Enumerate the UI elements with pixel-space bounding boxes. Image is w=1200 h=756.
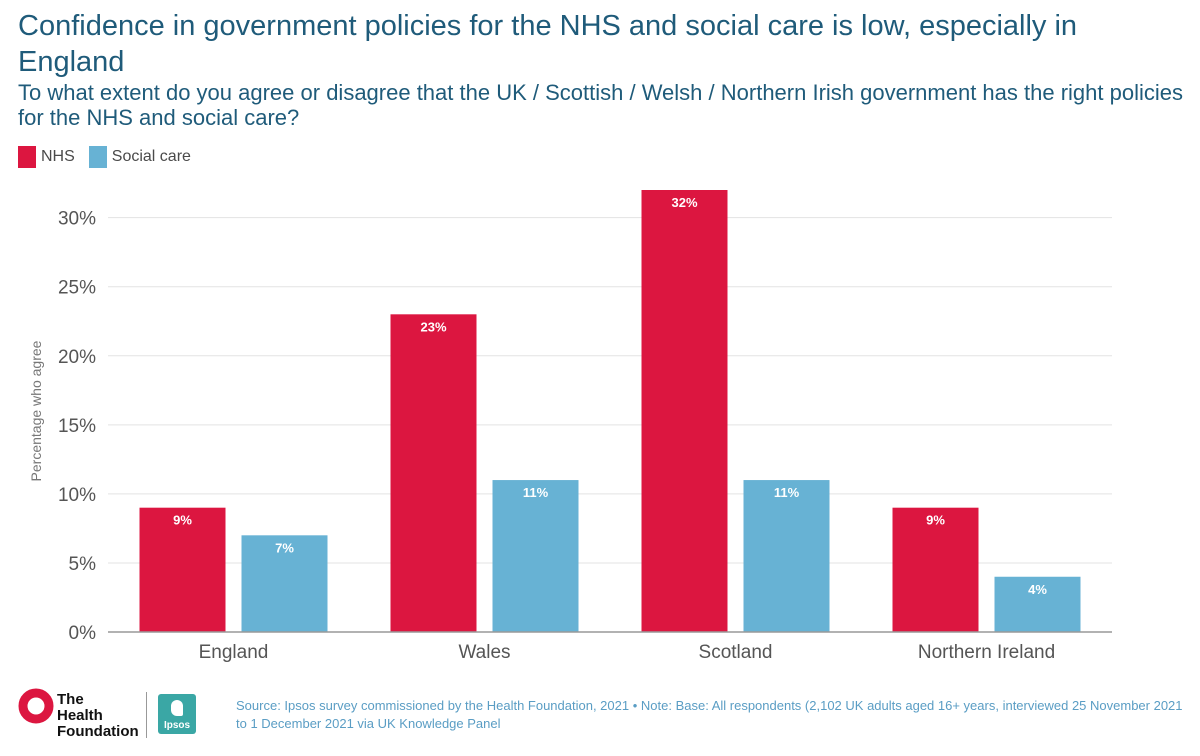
legend: NHS Social care bbox=[18, 146, 205, 168]
y-tick-label: 15% bbox=[58, 416, 96, 437]
x-tick-label: Scotland bbox=[699, 642, 773, 663]
x-tick-label: England bbox=[199, 642, 269, 663]
logo-divider bbox=[146, 692, 147, 738]
legend-label-social-care: Social care bbox=[111, 148, 191, 165]
chart-title: Confidence in government policies for th… bbox=[18, 10, 1078, 78]
data-label: 9% bbox=[926, 513, 945, 528]
bar-nhs bbox=[641, 190, 728, 632]
data-label: 9% bbox=[173, 513, 192, 528]
y-tick-label: 25% bbox=[58, 278, 96, 299]
bar-social-care bbox=[241, 535, 328, 632]
bar-nhs bbox=[390, 314, 477, 632]
bar-chart: 0% 5% 10% 15% 20% 25% 30% Percentage who agree 9… bbox=[28, 190, 1112, 663]
legend-swatch-social-care bbox=[88, 146, 107, 168]
y-tick-label: 20% bbox=[58, 347, 96, 368]
bar-social-care bbox=[743, 480, 830, 632]
ipsos-logo-mark bbox=[171, 700, 183, 716]
data-label: 7% bbox=[275, 540, 294, 555]
data-label: 23% bbox=[420, 319, 446, 334]
y-axis-title: Percentage who agree bbox=[28, 340, 44, 481]
legend-item-nhs: NHS bbox=[18, 146, 75, 168]
legend-swatch-nhs bbox=[18, 146, 36, 168]
logo-line-1: The bbox=[57, 691, 84, 708]
y-tick-label: 30% bbox=[58, 209, 96, 230]
data-label: 11% bbox=[523, 485, 549, 500]
health-foundation-logo-text: The Health Foundation bbox=[57, 692, 139, 740]
source-note: Source: Ipsos survey commissioned by the… bbox=[236, 698, 1183, 731]
data-label: 4% bbox=[1028, 582, 1047, 597]
x-tick-label: Wales bbox=[458, 642, 510, 663]
bar-nhs bbox=[892, 507, 979, 632]
y-tick-label: 10% bbox=[58, 485, 96, 506]
chart-subtitle: To what extent do you agree or disagree … bbox=[18, 80, 1183, 130]
y-tick-label: 5% bbox=[69, 554, 97, 575]
x-tick-label: Northern Ireland bbox=[918, 642, 1055, 663]
logo-line-2: Health bbox=[57, 707, 103, 724]
health-foundation-logo-icon bbox=[18, 688, 54, 724]
legend-item-social-care: Social care bbox=[88, 146, 191, 168]
ipsos-logo-label: Ipsos bbox=[163, 720, 191, 731]
ipsos-logo-icon: Ipsos bbox=[158, 694, 196, 734]
data-label: 11% bbox=[774, 485, 800, 500]
bar-social-care bbox=[994, 576, 1081, 632]
y-tick-label: 0% bbox=[69, 623, 97, 644]
bar-social-care bbox=[492, 480, 579, 632]
logo-line-3: Foundation bbox=[57, 723, 139, 740]
bar-nhs bbox=[139, 507, 226, 632]
legend-label-nhs: NHS bbox=[41, 148, 75, 165]
data-label: 32% bbox=[671, 195, 697, 210]
